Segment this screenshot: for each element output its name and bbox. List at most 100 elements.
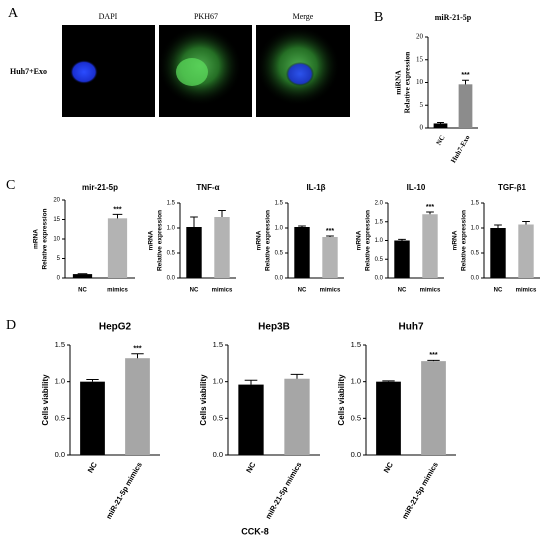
chart-title: TGF-β1 [498, 183, 527, 192]
y-axis-label: Relative expression [403, 51, 412, 114]
panel-label: D [6, 318, 16, 333]
error-bar [462, 79, 469, 85]
y-axis-label: Cells viability [337, 374, 346, 426]
panel-label: C [6, 178, 15, 193]
x-tick-label: mimics [320, 288, 341, 294]
y-axis-label: mRNA [256, 230, 263, 250]
error-bar [218, 210, 226, 217]
error-bar [244, 379, 258, 385]
bar [421, 361, 446, 455]
x-tick-label: Huh7-Exo [449, 133, 472, 164]
x-tick-label: miR-21-5p mimics [104, 460, 144, 520]
x-tick-label: mimics [420, 288, 441, 294]
bar [394, 240, 410, 278]
bar [80, 381, 105, 455]
y-tick-label: 0.5 [471, 251, 480, 257]
y-tick-label: 5 [420, 101, 424, 109]
error-bar [427, 359, 440, 362]
y-tick-label: 0.0 [55, 450, 65, 459]
micrograph-pkh67 [158, 25, 252, 117]
y-tick-label: 0 [57, 276, 61, 282]
y-tick-label: 0.5 [351, 413, 361, 422]
y-tick-label: 1.5 [275, 201, 284, 207]
chart-title: IL-10 [407, 183, 426, 192]
y-tick-label: 1.5 [55, 340, 65, 349]
bar [284, 378, 310, 455]
bar [458, 84, 473, 128]
bar [186, 227, 202, 278]
y-tick-label: 10 [53, 237, 60, 243]
y-axis-label: Cells viability [41, 374, 50, 426]
y-tick-label: 20 [416, 33, 424, 41]
y-tick-label: 20 [53, 198, 60, 204]
y-tick-label: 0.0 [275, 276, 284, 282]
y-tick-label: 0.5 [275, 251, 284, 257]
error-bar [190, 216, 198, 227]
y-tick-label: 0 [420, 124, 424, 132]
y-tick-label: 0.0 [471, 276, 480, 282]
bar [214, 217, 230, 278]
y-tick-label: 0.5 [213, 413, 223, 422]
error-bar [494, 224, 502, 228]
y-tick-label: 1.0 [351, 377, 361, 386]
y-axis-label: Relative expression [365, 210, 372, 271]
y-tick-label: 1.5 [471, 201, 480, 207]
bar [518, 224, 534, 278]
x-tick-label: NC [435, 134, 447, 147]
x-tick-label: NC [382, 460, 396, 474]
y-tick-label: 0.5 [375, 257, 384, 263]
column-label: Merge [293, 12, 314, 21]
y-tick-label: 0.0 [351, 450, 361, 459]
x-tick-label: mimics [107, 288, 128, 294]
bar [322, 237, 338, 278]
chart-title: IL-1β [306, 183, 325, 192]
significance: *** [326, 228, 334, 235]
bar [433, 123, 448, 128]
x-tick-label: NC [86, 460, 100, 474]
chart-title: miR-21-5p [435, 13, 472, 22]
error-bar [86, 378, 99, 382]
error-bar [382, 380, 395, 382]
x-tick-label: NC [494, 288, 503, 294]
y-tick-label: 10 [416, 78, 424, 86]
error-bar [131, 353, 144, 359]
y-tick-label: 1.5 [351, 340, 361, 349]
y-tick-label: 1.5 [213, 340, 223, 349]
error-bar [437, 122, 444, 124]
significance: *** [133, 346, 141, 353]
error-bar [398, 238, 406, 241]
x-tick-label: NC [298, 288, 307, 294]
y-axis-label: Relative expression [461, 210, 468, 271]
row-label: Huh7+Exo [10, 67, 47, 76]
bar [294, 227, 310, 278]
error-bar [290, 373, 304, 379]
error-bar [298, 225, 306, 227]
y-tick-label: 15 [53, 217, 60, 223]
x-tick-label: NC [244, 460, 258, 474]
panel-label: A [8, 6, 19, 21]
bar [107, 218, 128, 278]
y-tick-label: 1.0 [375, 238, 384, 244]
y-axis-label: miRNA [394, 70, 403, 95]
chart-title: Huh7 [399, 322, 424, 333]
x-tick-label: mimics [516, 288, 537, 294]
bar [422, 214, 438, 278]
chart-title: TNF-α [196, 183, 219, 192]
chart-title: mir-21-5p [82, 183, 118, 192]
y-axis-label: Relative expression [265, 210, 272, 271]
y-tick-label: 1.5 [375, 219, 384, 225]
y-tick-label: 0.0 [167, 276, 176, 282]
error-bar [112, 213, 123, 219]
y-tick-label: 5 [57, 256, 61, 262]
y-axis-label: mRNA [356, 230, 363, 250]
y-tick-label: 1.5 [167, 201, 176, 207]
significance: *** [113, 206, 121, 213]
panel-label: B [374, 10, 383, 25]
bar [72, 274, 93, 278]
y-tick-label: 1.0 [167, 226, 176, 232]
y-axis-label: Relative expression [157, 210, 164, 271]
column-label: DAPI [99, 12, 118, 21]
significance: *** [461, 72, 469, 79]
x-tick-label: mimics [212, 288, 233, 294]
